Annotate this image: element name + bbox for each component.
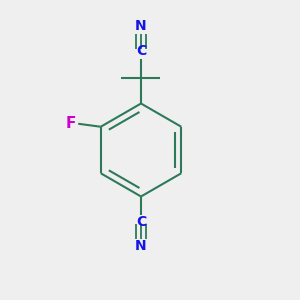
Text: C: C	[136, 215, 146, 230]
Text: N: N	[135, 239, 147, 254]
Text: N: N	[135, 19, 147, 33]
Text: F: F	[65, 116, 76, 131]
Text: C: C	[136, 44, 146, 58]
